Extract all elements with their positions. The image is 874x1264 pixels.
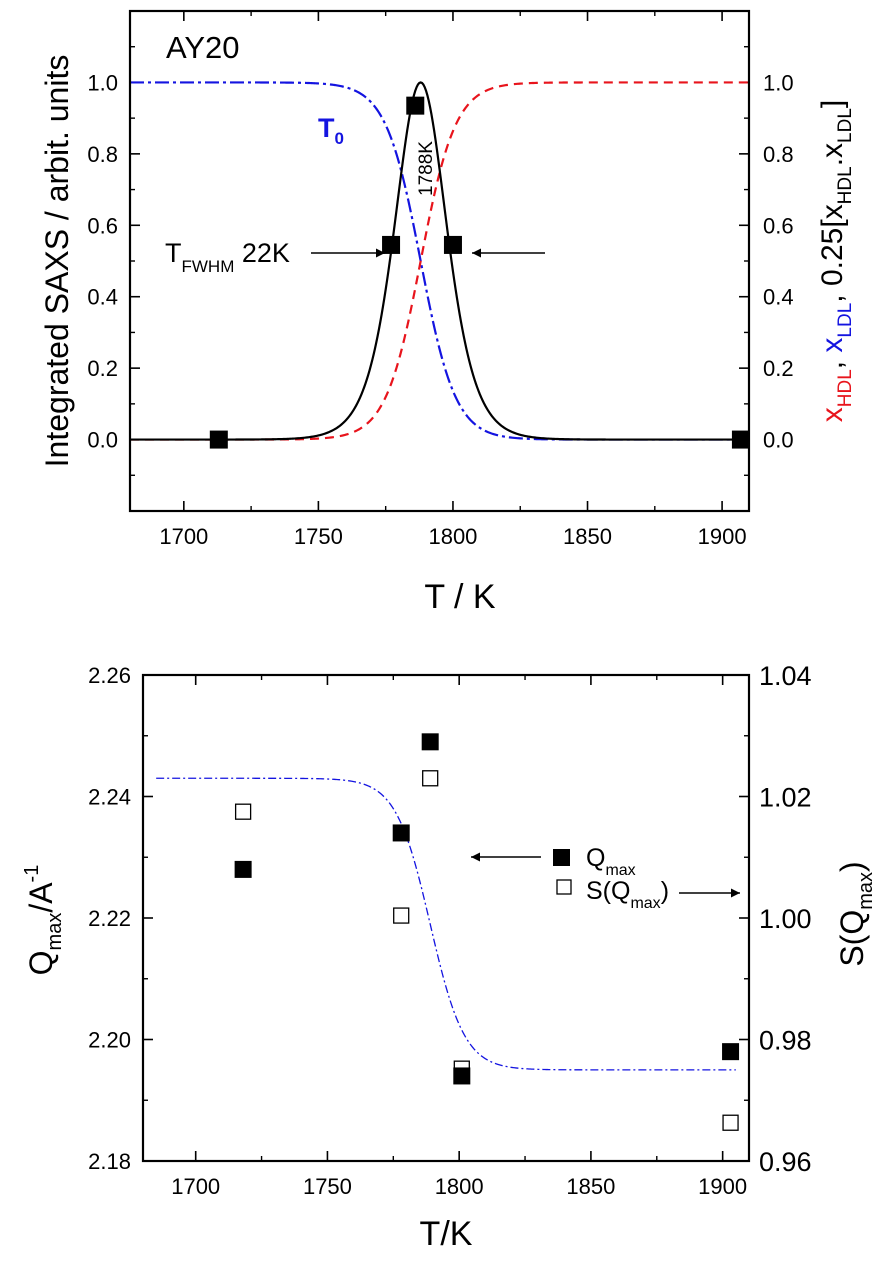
peak-temperature-label: 1788K — [416, 141, 437, 196]
top-y-tick-label-left: 0.2 — [87, 356, 118, 381]
bottom-left-axis-title: Qmax/A-1 — [21, 865, 66, 976]
top-x-tick-label: 1850 — [563, 524, 612, 549]
bottom-curves — [156, 777, 736, 1071]
qmax-fit-curve — [156, 777, 736, 1071]
qmax-data-point — [392, 824, 410, 842]
top-y-tick-label-left: 0.6 — [87, 213, 118, 238]
sqmax-data-point — [393, 907, 410, 924]
top-x-tick-label: 1800 — [428, 524, 477, 549]
saxs-data-point — [443, 235, 462, 254]
top-y-tick-label-right: 1.0 — [763, 70, 794, 95]
sqmax-data-point — [722, 1114, 739, 1131]
top-y-tick-label-left: 1.0 — [87, 70, 118, 95]
top-left-axis-title: Integrated SAXS / arbit. units — [39, 55, 75, 468]
qmax-data-point — [421, 733, 439, 751]
legend-qmax-marker — [553, 849, 570, 866]
bottom-y-tick-label-right: 1.00 — [759, 904, 812, 934]
product-curve — [130, 81, 749, 441]
bottom-x-axis-title: T/K — [420, 1215, 473, 1253]
bottom-plot-frame — [141, 673, 751, 1163]
top-y-tick-label-left: 0.4 — [87, 285, 118, 310]
top-right-axis-title: xHDL, xLDL, 0.25[xHDL.xLDL] — [816, 100, 856, 423]
top-y-tick-label-left: 0.0 — [87, 428, 118, 453]
legend-qmax-label: Qmax — [586, 844, 636, 879]
top-y-tick-label-right: 0.0 — [763, 428, 794, 453]
top-y-tick-label-right: 0.8 — [763, 142, 794, 167]
top-y-tick-label-right: 0.6 — [763, 213, 794, 238]
top-axes-ticks: 1700 1750 1800 1850 1900 0.0 0.0 0.2 0.2 0.4 0.4 0.… — [87, 11, 794, 549]
saxs-data-point — [406, 96, 425, 115]
sqmax-data-point — [234, 803, 252, 820]
top-x-tick-label: 1700 — [159, 524, 208, 549]
bottom-y-tick-label-right: 1.04 — [759, 661, 812, 691]
t0-label: T0 — [318, 113, 344, 148]
bottom-y-tick-label-left: 2.24 — [88, 785, 131, 810]
top-x-tick-label: 1900 — [698, 524, 747, 549]
top-x-axis-title: T / K — [424, 578, 495, 616]
top-x-tick-label: 1750 — [294, 524, 343, 549]
legend-sqmax-label: S(Qmax) — [586, 877, 669, 912]
bottom-y-tick-label-left: 2.20 — [88, 1028, 131, 1053]
bottom-markers — [234, 733, 740, 1131]
saxs-data-point — [731, 430, 750, 449]
qmax-data-point — [722, 1043, 740, 1061]
top-y-tick-label-left: 0.8 — [87, 142, 118, 167]
qmax-panel: 1700 1750 1800 1850 1900 2.18 2.20 2.22 2.24 2.26… — [21, 661, 874, 1253]
bottom-axes-ticks: 1700 1750 1800 1850 1900 2.18 2.20 2.22 2.24 2.26… — [88, 661, 811, 1199]
bottom-y-tick-label-right: 0.98 — [759, 1026, 812, 1056]
fwhm-label: TFWHM 22K — [165, 238, 290, 276]
bottom-y-tick-label-left: 2.22 — [88, 906, 131, 931]
bottom-x-tick-label: 1700 — [171, 1174, 220, 1199]
top-y-tick-label-right: 0.4 — [763, 285, 794, 310]
saxs-panel: 1700 1750 1800 1850 1900 0.0 0.0 0.2 0.2 0.4 0.4 0.… — [39, 9, 856, 616]
bottom-y-tick-label-left: 2.26 — [88, 663, 131, 688]
saxs-data-point — [209, 430, 228, 449]
bottom-y-tick-label-left: 2.18 — [88, 1149, 131, 1174]
bottom-x-tick-label: 1850 — [566, 1174, 615, 1199]
top-y-tick-label-right: 0.2 — [763, 356, 794, 381]
bottom-y-tick-label-right: 1.02 — [759, 783, 812, 813]
bottom-x-tick-label: 1900 — [698, 1174, 747, 1199]
bottom-y-tick-label-right: 0.96 — [759, 1147, 812, 1177]
top-curves — [130, 81, 749, 441]
qmax-data-point — [453, 1067, 471, 1085]
sqmax-data-point — [422, 770, 439, 787]
qmax-data-point — [234, 860, 252, 878]
panel-label: AY20 — [166, 30, 240, 65]
legend-sqmax-marker — [556, 879, 572, 895]
bottom-x-tick-label: 1750 — [303, 1174, 352, 1199]
top-markers — [209, 96, 750, 449]
bottom-x-tick-label: 1800 — [435, 1174, 484, 1199]
saxs-data-point — [382, 235, 401, 254]
bottom-right-axis-title: S(Qmax) — [834, 861, 874, 966]
top-plot-frame — [128, 9, 751, 513]
